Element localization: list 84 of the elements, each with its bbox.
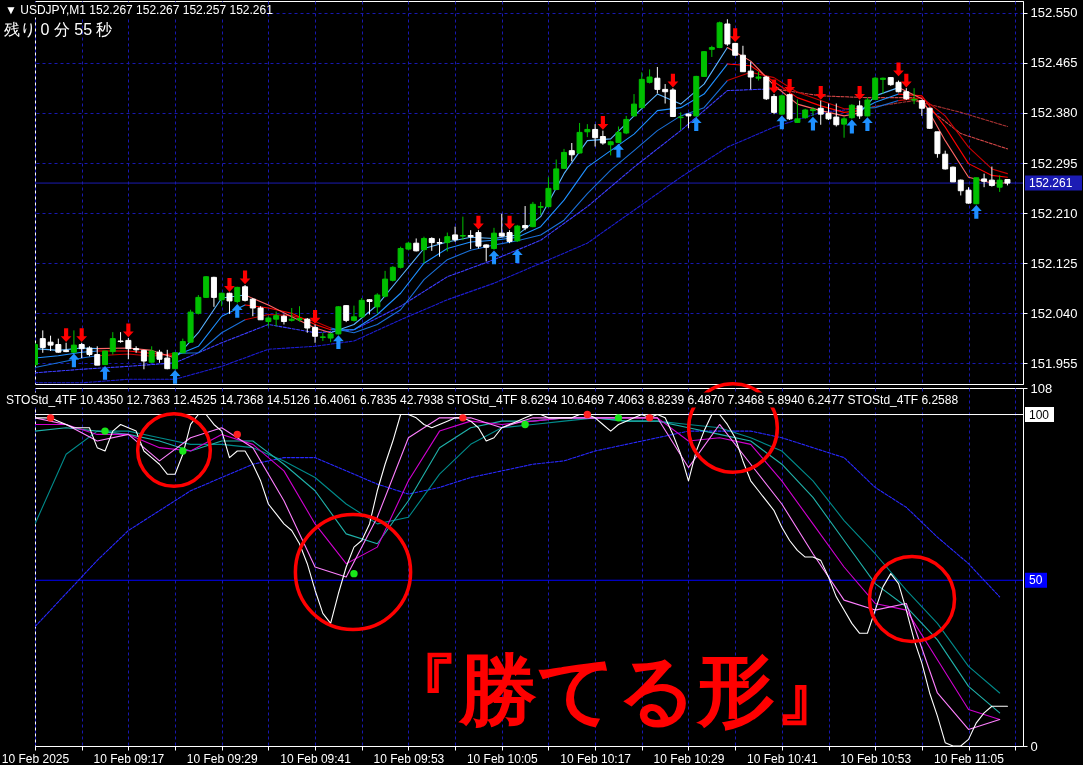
point [900,73,912,88]
point [459,414,467,422]
point [511,249,523,264]
point [893,62,904,77]
candlestick [70,329,77,354]
x-tick-label: 10 Feb 2025 [1,751,70,766]
x-tick-label: 10 Feb 10:53 [840,751,912,766]
candlestick [631,93,638,117]
y-tick-label: 0 [1030,738,1038,754]
annotation: 残り 0 分 55 秒 [4,21,113,38]
candlestick [459,216,466,241]
candlestick [592,123,599,148]
point [68,353,80,368]
point [76,328,88,342]
point [488,250,500,265]
x-tick-label: 10 Feb 10:41 [746,751,819,766]
point [970,205,982,219]
y-tick-label: 152.295 [1030,155,1078,171]
point [122,323,134,338]
point [597,116,609,130]
x-tick-label: 10 Feb 10:17 [560,751,632,766]
point [504,215,515,230]
point [473,215,484,230]
point [776,115,788,130]
point [60,328,72,342]
point [350,569,358,578]
candlestick [358,297,365,319]
candlestick [63,342,70,353]
point [333,335,344,350]
y-tick-label: 152.040 [1030,305,1078,321]
point [645,414,654,422]
ref-line-label: 50 [1029,573,1043,588]
point [169,370,181,384]
point [862,117,873,132]
point [224,278,235,292]
x-tick-label: 10 Feb 09:29 [186,751,258,766]
point [233,430,241,439]
candlestick [490,227,497,251]
point [807,116,819,131]
candlestick [529,201,536,228]
x-tick-label: 10 Feb 09:53 [373,751,445,766]
point [614,414,623,422]
y-tick-label: 151.955 [1030,355,1078,371]
x-tick-label: 10 Feb 11:05 [934,751,1005,766]
point [521,420,529,429]
y-tick-label: 152.125 [1030,255,1078,271]
x-tick-label: 10 Feb 09:41 [280,751,352,766]
y-tick-label: 152.550 [1030,5,1078,21]
ref-line-label: 100 [1029,407,1050,422]
point [46,414,55,422]
annotation: 『勝てる形』 [381,646,853,734]
candlestick [522,205,529,231]
candlestick [576,122,583,155]
candlestick [444,232,451,252]
candlestick [350,305,357,323]
y-tick-label: 152.465 [1030,55,1078,71]
x-tick-label: 10 Feb 10:29 [653,751,725,766]
candlestick [561,148,568,170]
chart-subtitle: STOStd_4TF 10.4350 12.7363 12.4525 14.7368 14.5126 16.4061 6.7835 42.7938 STOStd_4TF 8.6294 10.6469 7.4063 8.8239 6.4870 7.3468 5.8940 6.2477 STOStd_4TF 6.2588 [6,393,959,407]
y-tick-label: 108 [1030,380,1053,396]
candlestick [452,226,459,243]
point [583,410,592,419]
candlestick [382,270,389,298]
candlestick [109,331,116,356]
x-tick-label: 10 Feb 09:17 [93,751,165,766]
y-tick-label: 152.380 [1030,105,1078,121]
candlestick [568,142,575,162]
point [729,28,741,43]
candlestick [374,292,381,314]
chart-title: ▼ USDJPY,M1 152.267 152.267 152.257 152.261 [5,3,274,17]
point [239,270,251,285]
candlestick [841,116,848,139]
point [99,365,111,380]
point [179,447,187,455]
point [690,117,702,132]
point [667,73,679,88]
point [846,119,858,134]
y-tick-label: 152.210 [1030,205,1078,221]
candlestick [420,236,427,264]
x-tick-label: 10 Feb 10:05 [466,751,538,766]
point [613,143,624,158]
point [101,427,109,435]
line-series [35,430,1001,628]
ref-line-label: 152.261 [1029,176,1073,191]
